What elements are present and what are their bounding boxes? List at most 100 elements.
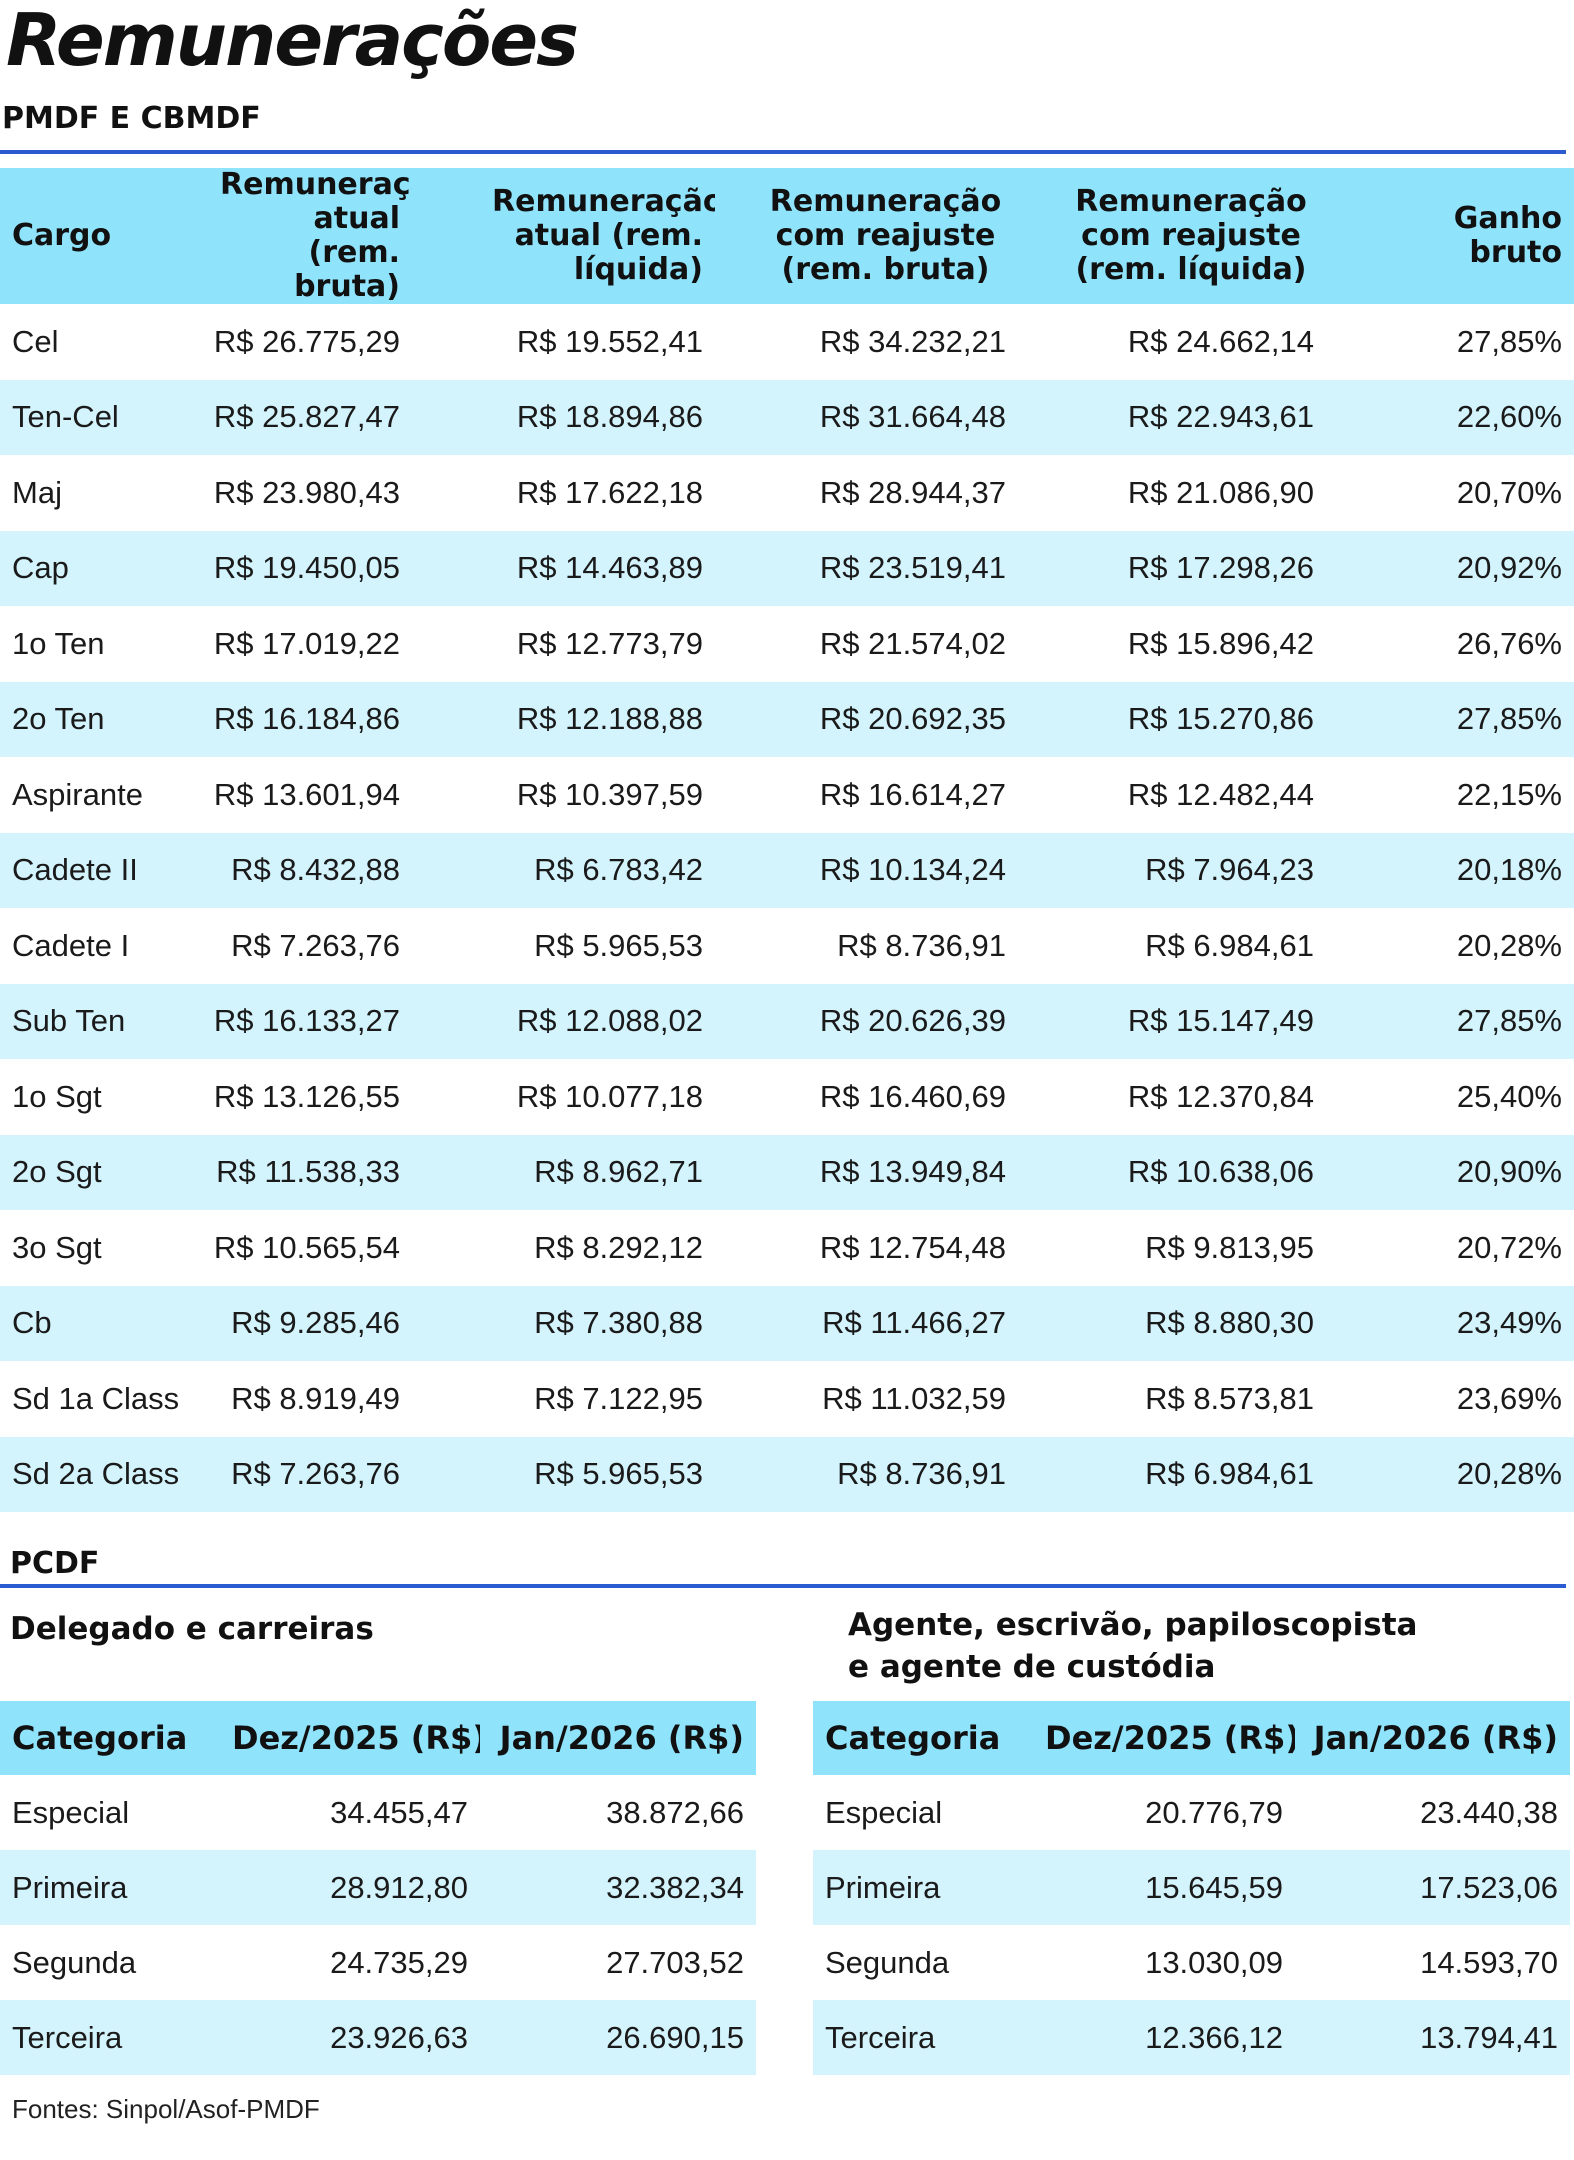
row-label-cell: 3o Sgt — [0, 1210, 180, 1286]
table-header-row: Cargo Remuneração atual (rem. bruta) Rem… — [0, 168, 1574, 304]
value-cell: R$ 7.964,23 — [1018, 832, 1326, 908]
table-row: Sd 1a Classe R$ 8.919,49 R$ 7.122,95 R$ 11.… — [0, 1361, 1574, 1437]
column-header: Dez/2025 (R$) — [220, 1701, 480, 1775]
column-header: Ganho bruto — [1326, 168, 1574, 304]
value-cell: R$ 13.601,94 — [180, 757, 412, 833]
value-cell: R$ 16.133,27 — [180, 983, 412, 1059]
value-cell: R$ 8.573,81 — [1018, 1361, 1326, 1437]
table-row: 1o Sgt R$ 13.126,55 R$ 10.077,18 R$ 16.460,… — [0, 1059, 1574, 1135]
value-cell: R$ 15.147,49 — [1018, 983, 1326, 1059]
value-cell: R$ 9.285,46 — [180, 1285, 412, 1361]
value-cell: R$ 31.664,48 — [715, 379, 1018, 455]
column-header: Categoria — [813, 1701, 1033, 1775]
column-header: Dez/2025 (R$) — [1033, 1701, 1295, 1775]
value-cell: R$ 10.077,18 — [412, 1059, 715, 1135]
row-label-cell: Segunda — [813, 1925, 1033, 2000]
value-cell: R$ 34.232,21 — [715, 304, 1018, 380]
group-title-agente: Agente, escrivão, papiloscopista e agent… — [848, 1604, 1417, 1688]
value-cell: R$ 6.783,42 — [412, 832, 715, 908]
value-cell: R$ 16.614,27 — [715, 757, 1018, 833]
table-row: Terceira 23.926,63 26.690,15 — [0, 2000, 756, 2075]
value-cell: R$ 7.122,95 — [412, 1361, 715, 1437]
value-cell: 22,15% — [1326, 757, 1574, 833]
table-row: 1o Ten R$ 17.019,22 R$ 12.773,79 R$ 21.574,… — [0, 606, 1574, 682]
pcdf-delegado-table: Categoria Dez/2025 (R$) Jan/2026 (R$) Es… — [0, 1701, 756, 2075]
value-cell: 20.776,79 — [1033, 1775, 1295, 1850]
value-cell: 14.593,70 — [1295, 1925, 1570, 2000]
value-cell: R$ 20.626,39 — [715, 983, 1018, 1059]
table-row: Sub Ten R$ 16.133,27 R$ 12.088,02 R$ 20.626… — [0, 983, 1574, 1059]
row-label-cell: 2o Sgt — [0, 1134, 180, 1210]
value-cell: 26.690,15 — [480, 2000, 756, 2075]
row-label-cell: Especial — [0, 1775, 220, 1850]
value-cell: 24.735,29 — [220, 1925, 480, 2000]
table-row: Cel R$ 26.775,29 R$ 19.552,41 R$ 34.232,21 R… — [0, 304, 1574, 380]
column-header: Jan/2026 (R$) — [480, 1701, 756, 1775]
column-header: Cargo — [0, 168, 180, 304]
value-cell: R$ 18.894,86 — [412, 379, 715, 455]
value-cell: R$ 12.188,88 — [412, 681, 715, 757]
row-label-cell: Cel — [0, 304, 180, 380]
row-label-cell: Ten-Cel — [0, 379, 180, 455]
group-title-delegado: Delegado e carreiras — [10, 1611, 374, 1647]
column-header: Jan/2026 (R$) — [1295, 1701, 1570, 1775]
value-cell: R$ 28.944,37 — [715, 455, 1018, 531]
value-cell: 20,72% — [1326, 1210, 1574, 1286]
row-label-cell: Especial — [813, 1775, 1033, 1850]
value-cell: 13.030,09 — [1033, 1925, 1295, 2000]
pmdf-remuneration-table: Cargo Remuneração atual (rem. bruta) Rem… — [0, 168, 1574, 1512]
table-row: Cap R$ 19.450,05 R$ 14.463,89 R$ 23.519,41 R… — [0, 530, 1574, 606]
value-cell: 15.645,59 — [1033, 1850, 1295, 1925]
value-cell: R$ 24.662,14 — [1018, 304, 1326, 380]
column-header: Remuneração com reajuste (rem. bruta) — [715, 168, 1018, 304]
table-row: Segunda 13.030,09 14.593,70 — [813, 1925, 1570, 2000]
value-cell: R$ 8.432,88 — [180, 832, 412, 908]
row-label-cell: Cb — [0, 1285, 180, 1361]
row-label-cell: Sd 1a Classe — [0, 1361, 180, 1437]
value-cell: R$ 6.984,61 — [1018, 1436, 1326, 1512]
value-cell: 27,85% — [1326, 983, 1574, 1059]
value-cell: 22,60% — [1326, 379, 1574, 455]
value-cell: 23,69% — [1326, 1361, 1574, 1437]
column-header: Remuneração atual (rem. líquida) — [412, 168, 715, 304]
value-cell: R$ 8.736,91 — [715, 908, 1018, 984]
value-cell: R$ 12.088,02 — [412, 983, 715, 1059]
row-label-cell: 2o Ten — [0, 681, 180, 757]
value-cell: R$ 9.813,95 — [1018, 1210, 1326, 1286]
section-label-pcdf: PCDF — [10, 1546, 100, 1581]
row-label-cell: Cadete I — [0, 908, 180, 984]
divider-rule — [0, 1584, 1566, 1588]
value-cell: R$ 11.032,59 — [715, 1361, 1018, 1437]
value-cell: 34.455,47 — [220, 1775, 480, 1850]
value-cell: R$ 13.126,55 — [180, 1059, 412, 1135]
value-cell: 23.926,63 — [220, 2000, 480, 2075]
page-title: Remunerações — [6, 0, 579, 82]
value-cell: R$ 10.565,54 — [180, 1210, 412, 1286]
column-header: Remuneração com reajuste (rem. líquida) — [1018, 168, 1326, 304]
row-label-cell: Aspirante — [0, 757, 180, 833]
table-header-row: Categoria Dez/2025 (R$) Jan/2026 (R$) — [0, 1701, 756, 1775]
value-cell: R$ 8.736,91 — [715, 1436, 1018, 1512]
table-row: 3o Sgt R$ 10.565,54 R$ 8.292,12 R$ 12.754,4… — [0, 1210, 1574, 1286]
row-label-cell: Cap — [0, 530, 180, 606]
value-cell: R$ 12.370,84 — [1018, 1059, 1326, 1135]
value-cell: 20,28% — [1326, 1436, 1574, 1512]
table-row: Sd 2a Classe R$ 7.263,76 R$ 5.965,53 R$ 8.7… — [0, 1436, 1574, 1512]
table-row: Segunda 24.735,29 27.703,52 — [0, 1925, 756, 2000]
value-cell: R$ 5.965,53 — [412, 1436, 715, 1512]
value-cell: R$ 12.754,48 — [715, 1210, 1018, 1286]
value-cell: R$ 23.980,43 — [180, 455, 412, 531]
value-cell: R$ 11.466,27 — [715, 1285, 1018, 1361]
value-cell: 25,40% — [1326, 1059, 1574, 1135]
table-row: Especial 20.776,79 23.440,38 — [813, 1775, 1570, 1850]
value-cell: 32.382,34 — [480, 1850, 756, 1925]
value-cell: 23.440,38 — [1295, 1775, 1570, 1850]
row-label-cell: Primeira — [0, 1850, 220, 1925]
table-row: 2o Sgt R$ 11.538,33 R$ 8.962,71 R$ 13.949,8… — [0, 1134, 1574, 1210]
value-cell: R$ 17.019,22 — [180, 606, 412, 682]
table-row: Cadete I R$ 7.263,76 R$ 5.965,53 R$ 8.736,9… — [0, 908, 1574, 984]
row-label-cell: 1o Ten — [0, 606, 180, 682]
group-title-line: e agente de custódia — [848, 1649, 1216, 1685]
value-cell: R$ 26.775,29 — [180, 304, 412, 380]
value-cell: R$ 22.943,61 — [1018, 379, 1326, 455]
